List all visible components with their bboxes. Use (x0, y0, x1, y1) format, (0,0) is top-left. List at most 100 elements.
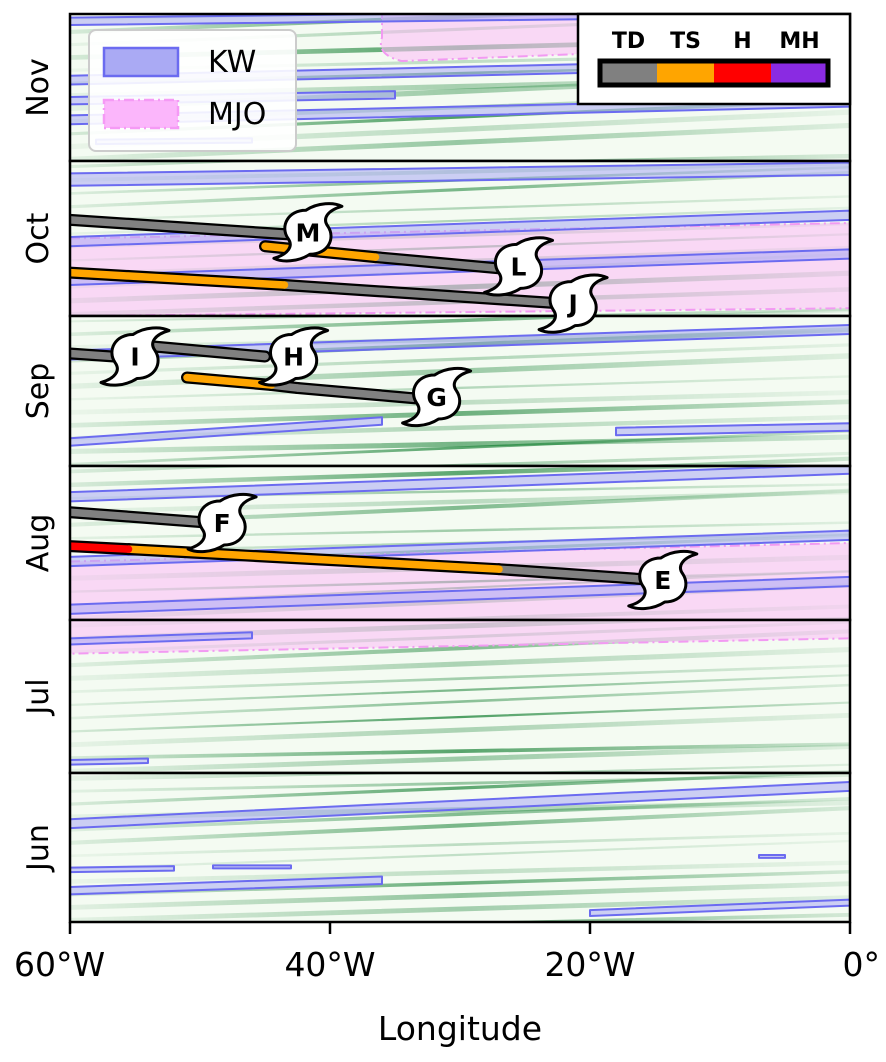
kelvin-wave (615, 422, 850, 437)
anomaly-streak (70, 742, 850, 760)
month-label: Nov (21, 58, 56, 117)
storm-f-td-segment (70, 508, 217, 527)
legend-swatch-kw (102, 46, 180, 78)
kelvin-wave (758, 853, 786, 859)
anomaly-streak (70, 674, 850, 707)
storm-label: J (566, 290, 577, 319)
storm-i-marker: I (99, 326, 171, 387)
anomaly-streak (70, 646, 850, 682)
storm-e-td-segment (495, 565, 659, 584)
panel-sep: Sep (21, 314, 852, 468)
storm-m-marker: M (272, 202, 344, 263)
kelvin-wave (212, 864, 292, 870)
kelvin-wave (70, 416, 383, 447)
legend-label-kw: KW (208, 45, 256, 80)
storm-l-marker: L (483, 236, 554, 297)
panel-jun: Jun (21, 771, 855, 959)
storm-h-td-segment (144, 342, 269, 361)
anomaly-streak (70, 434, 850, 454)
storm-label: F (214, 509, 231, 538)
x-tick-label: 0° (843, 945, 881, 984)
anomaly-streak (70, 170, 850, 209)
storm-label: E (654, 566, 671, 595)
anomaly-streak (70, 797, 850, 832)
anomaly-streak (482, 763, 850, 773)
anomaly-streak (65, 931, 855, 946)
x-axis: 60°W 40°W 20°W 0° Longitude (14, 922, 880, 1048)
storm-label: H (283, 343, 304, 372)
intensity-label-td: TD (612, 29, 645, 54)
kelvin-wave (589, 898, 850, 918)
storm-j-marker: J (537, 273, 609, 334)
hurricane-icon (99, 326, 171, 387)
anomaly-streak (70, 343, 850, 375)
anomaly-streak (70, 701, 850, 733)
x-tick-label: 40°W (284, 945, 375, 984)
anomaly-streak (70, 466, 764, 488)
storm-j-ts-segment (70, 268, 289, 289)
kelvin-wave (70, 875, 383, 896)
anomaly-streak (70, 664, 850, 694)
anomaly-streaks (70, 620, 850, 773)
storm-e-marker: E (627, 549, 699, 611)
storm-l-td-segment (371, 253, 516, 274)
anomaly-streak (617, 456, 850, 466)
storm-f-marker: F (186, 492, 258, 554)
anomaly-streak (70, 895, 850, 922)
anomaly-streak (65, 0, 855, 7)
storm-label: G (426, 383, 447, 412)
anomaly-streak (70, 683, 850, 720)
intensity-swatch-mh (771, 61, 828, 85)
kelvin-wave (70, 161, 850, 187)
panel-frame (68, 771, 852, 924)
storm-markers: M L J I H G F E (99, 202, 699, 611)
kelvin-wave (70, 757, 149, 766)
anomaly-streak (70, 773, 850, 806)
anomaly-streak (70, 839, 850, 870)
storm-tracks (70, 213, 570, 310)
hurricane-icon (258, 326, 330, 387)
panel-jul: Jul (21, 618, 852, 775)
anomaly-streak (70, 122, 850, 161)
anomaly-streak (70, 429, 850, 466)
hurricane-icon (186, 492, 258, 554)
storm-m-td-segment (70, 216, 308, 240)
month-label: Oct (21, 212, 56, 264)
anomaly-streak (70, 806, 850, 845)
x-tick-label: 60°W (14, 945, 105, 984)
anomaly-streak (70, 195, 850, 222)
anomaly-streak (70, 399, 850, 428)
storm-e-ts-segment (124, 545, 503, 573)
legend-label-mjo: MJO (208, 97, 266, 132)
storm-g-marker: G (401, 366, 473, 428)
intensity-bar-frame (597, 58, 831, 88)
hurricane-icon (537, 273, 609, 334)
month-label: Sep (21, 363, 56, 420)
storm-tracks (70, 506, 661, 586)
legend-swatch-mjo (102, 98, 180, 130)
intensity-legend: TD TS H MH (576, 12, 852, 106)
anomaly-streak (70, 773, 459, 781)
storm-label: M (295, 218, 320, 247)
intensity-label-mh: MH (779, 29, 819, 54)
storm-h-ts-segment (183, 373, 276, 389)
month-panels: Nov Oct Sep Aug Jul Jun M L J I H G F E (21, 0, 855, 959)
intensity-swatch-h (714, 61, 771, 85)
hurricane-icon (401, 366, 473, 428)
anomaly-streak (70, 712, 850, 748)
kelvin-wave (70, 631, 253, 646)
anomaly-streak (65, 934, 855, 959)
x-tick-label: 20°W (544, 945, 635, 984)
anomaly-streak (70, 316, 638, 337)
intensity-label-ts: TS (670, 29, 701, 54)
month-label: Jul (21, 678, 56, 716)
storm-g-td-segment (293, 384, 438, 404)
panel-oct: Oct (21, 159, 852, 318)
storm-label: L (511, 252, 527, 281)
anomaly-streak (502, 153, 850, 161)
anomaly-streak (70, 521, 850, 540)
intensity-swatch-ts (657, 61, 714, 85)
hurricane-icon (627, 549, 699, 611)
anomaly-streak (465, 912, 850, 922)
